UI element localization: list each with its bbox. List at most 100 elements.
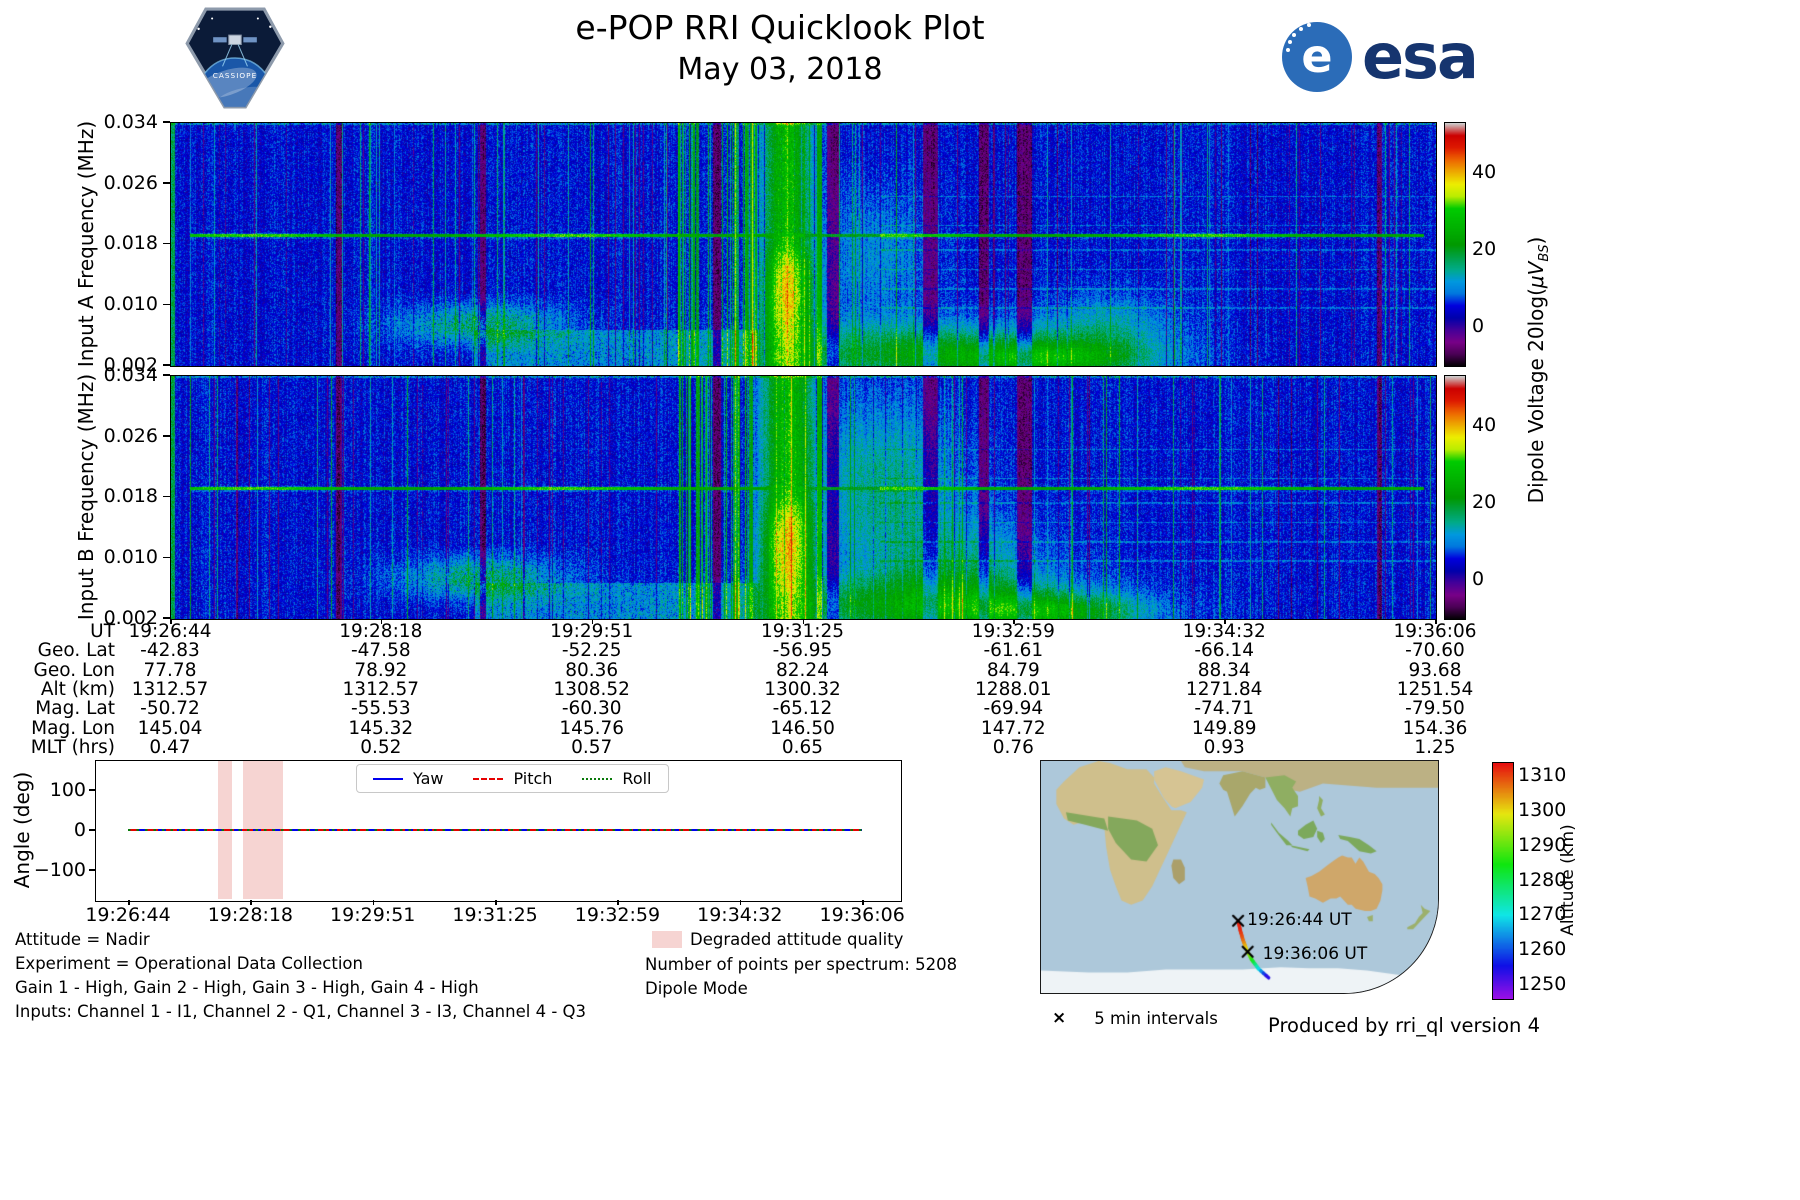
tick-mark	[862, 900, 864, 905]
ephemeris-cell: 84.79	[986, 659, 1040, 681]
tick-mark	[495, 900, 497, 905]
tick-mark	[89, 869, 96, 871]
tick-mark	[163, 495, 170, 498]
ephemeris-cell: 80.36	[565, 659, 619, 681]
legend-item-roll: Roll	[582, 769, 652, 788]
spectrogram-b-colorbar	[1444, 375, 1466, 620]
ephemeris-cell: -47.58	[350, 640, 411, 662]
altitude-colorbar-label: Altitude (km)	[1558, 824, 1578, 936]
colorbar-tick-label: 40	[1472, 160, 1497, 183]
attitude-xtick-label: 19:36:06	[819, 904, 905, 926]
tick-mark	[739, 900, 742, 905]
intervals-label: 5 min intervals	[1094, 1008, 1218, 1028]
attitude-ytick: 100	[49, 779, 86, 801]
produced-by: Produced by rri_ql version 4	[1268, 1014, 1540, 1037]
tick-mark	[163, 303, 170, 305]
ephemeris-cell: -70.60	[1405, 640, 1465, 662]
ephemeris-row-label: MLT (hrs)	[30, 736, 115, 758]
tick-mark	[1435, 619, 1437, 624]
ephemeris-cell: -56.95	[772, 640, 833, 662]
colorbar-label-part: μV	[1524, 261, 1548, 289]
svg-text:e: e	[1301, 29, 1332, 83]
legend-item-yaw: Yaw	[373, 769, 443, 788]
colorbar-label-part: )	[1524, 236, 1548, 245]
tick-mark	[380, 619, 383, 624]
tick-mark	[163, 182, 170, 184]
earth-icon	[197, 58, 273, 107]
esa-logo: e esa	[1280, 20, 1479, 94]
spectrogram-b-canvas	[170, 375, 1437, 620]
ephemeris-cell: -79.50	[1405, 698, 1465, 720]
spectrogram-a-ytick: 0.026	[103, 172, 158, 194]
gain-note: Gain 1 - High, Gain 2 - High, Gain 3 - H…	[15, 978, 479, 997]
tick-mark	[163, 374, 170, 376]
ephemeris-cell: 0.52	[360, 736, 402, 758]
tick-mark	[1013, 619, 1015, 624]
ephemeris-cell: 146.50	[770, 717, 835, 739]
ephemeris-cell: 0.93	[1203, 736, 1245, 758]
ephemeris-cell: -65.12	[772, 698, 833, 720]
roll-line-sample-icon	[582, 777, 613, 780]
yaw-line-sample-icon	[373, 777, 403, 780]
colorbar-label-part: Dipole Voltage 20log(	[1524, 288, 1548, 504]
ephemeris-cell: 149.89	[1191, 717, 1257, 739]
attitude-ytick: 0	[73, 819, 86, 841]
spectrogram-b-ytick: 0.026	[103, 425, 158, 447]
attitude-xtick-label: 19:32:59	[574, 904, 661, 926]
altitude-colorbar	[1492, 762, 1514, 1000]
ephemeris-cell: 0.76	[992, 736, 1034, 758]
ephemeris-cell: 19:32:59	[971, 621, 1055, 642]
ephemeris-cell: 0.65	[781, 736, 824, 758]
tick-mark	[1224, 619, 1226, 624]
ephemeris-cell: 1312.57	[342, 678, 420, 700]
spectrogram-b-ylabel: Input B Frequency (MHz)	[74, 373, 98, 621]
colorbar-tick-label: 1300	[1518, 799, 1567, 822]
ephemeris-cell: 19:36:06	[1393, 621, 1477, 642]
ephemeris-cell: 1288.01	[975, 678, 1052, 700]
map-canvas	[1041, 761, 1438, 993]
ephemeris-cell: 1251.54	[1396, 678, 1474, 700]
tick-mark	[163, 121, 170, 123]
attitude-plot-frame	[95, 760, 902, 902]
spectrogram-a-ytick: 0.018	[103, 232, 158, 254]
legend-label: Yaw	[413, 769, 444, 788]
track-end-label: 19:36:06 UT	[1262, 943, 1368, 964]
ephemeris-cell: -42.83	[140, 640, 200, 662]
pitch-line-sample-icon	[473, 777, 504, 780]
colorbar-label-part: BS	[1537, 244, 1552, 262]
esa-wordmark: esa	[1362, 20, 1479, 93]
attitude-ytick: −100	[33, 859, 86, 881]
ephemeris-cell: 78.92	[354, 659, 408, 681]
intervals-legend: × 5 min intervals	[1052, 1008, 1218, 1028]
ephemeris-row-label: Alt (km)	[40, 678, 115, 700]
colorbar-tick-label: 0	[1472, 314, 1485, 337]
ephemeris-cell: -50.72	[140, 698, 200, 720]
spectrogram-a-ytick: 0.010	[103, 293, 158, 315]
ephemeris-row-label: Geo. Lon	[33, 659, 116, 681]
ephemeris-cell: 145.32	[348, 717, 414, 739]
spectrogram-a-ytick: 0.002	[103, 354, 158, 376]
tick-mark	[170, 619, 172, 624]
attitude-xtick-label: 19:26:44	[85, 904, 171, 926]
legend-label: Roll	[622, 769, 652, 788]
attitude-xtick-label: 19:29:51	[330, 904, 416, 926]
degraded-swatch-icon	[652, 931, 682, 948]
ephemeris-cell: 0.57	[571, 736, 613, 758]
legend-label: Pitch	[513, 769, 553, 788]
spectrogram-a-canvas	[170, 122, 1437, 367]
x-marker-icon: ×	[1052, 1008, 1067, 1028]
ephemeris-cell: 88.34	[1197, 659, 1251, 681]
points-per-spectrum-label: Number of points per spectrum: 5208	[645, 955, 958, 974]
ephemeris-cell: 19:29:51	[550, 621, 634, 642]
spectrogram-b-ytick: 0.010	[103, 546, 158, 568]
colorbar-tick-label: 40	[1472, 413, 1497, 436]
colorbar-tick-label: 20	[1472, 237, 1497, 260]
experiment-note: Experiment = Operational Data Collection	[15, 954, 363, 973]
ephemeris-cell: 1308.52	[553, 678, 630, 700]
colorbar-tick-label: 1270	[1518, 903, 1567, 926]
tick-mark	[802, 619, 804, 624]
ephemeris-row-label: Mag. Lat	[35, 698, 115, 720]
spectrogram-b-ytick: 0.002	[103, 607, 158, 629]
legend-item-pitch: Pitch	[473, 769, 552, 788]
